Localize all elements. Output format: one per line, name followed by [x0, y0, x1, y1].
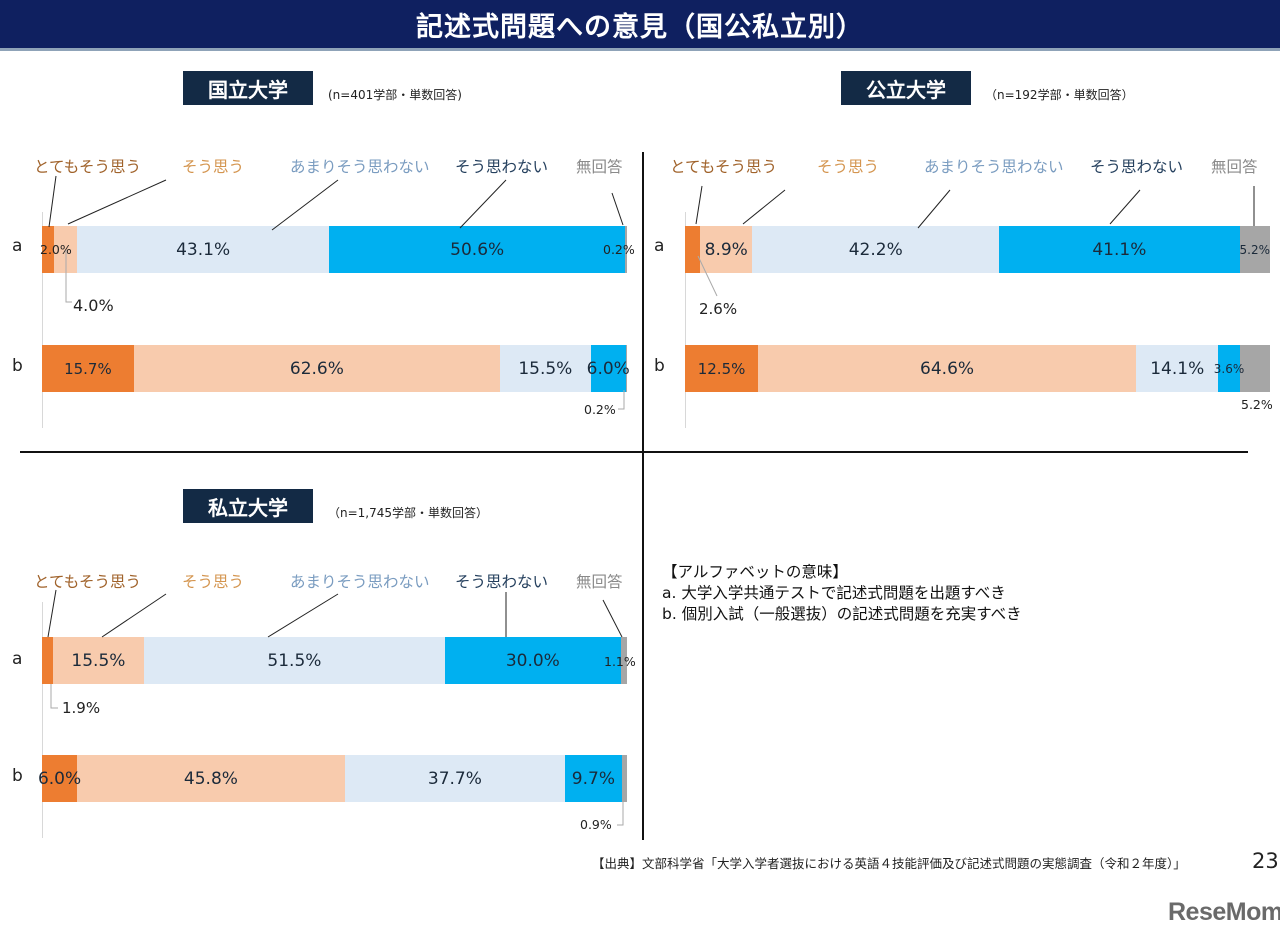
value-label: 5.2%: [1241, 397, 1273, 412]
segment-agree: 8.9%: [700, 226, 753, 273]
note-b: b. 個別入試（一般選抜）の記述式問題を充実すべき: [662, 605, 1022, 623]
segment-very-agree: [42, 226, 54, 273]
bar-private-a: 15.5% 51.5% 30.0%: [42, 637, 627, 684]
panel-tag-national: 国立大学: [183, 71, 313, 105]
row-label-a: a: [12, 236, 23, 256]
segment-disagree: 6.0%: [587, 345, 630, 392]
alphabet-meaning-note: 【アルファベットの意味】 a. 大学入学共通テストで記述式問題を出題すべき b.…: [662, 562, 1022, 625]
legend-disagree: そう思わない: [1090, 158, 1184, 176]
panel-tag-private: 私立大学: [183, 489, 313, 523]
segment-somewhat-disagree: 42.2%: [752, 226, 1000, 273]
segment-somewhat-disagree: 37.7%: [344, 755, 566, 802]
vertical-divider: [642, 152, 644, 840]
segment-no-answer: 5.2%: [1240, 226, 1270, 273]
bar-national-a: 43.1% 50.6%: [42, 226, 627, 273]
row-label-a: a: [12, 649, 23, 669]
segment-somewhat-disagree: 14.1%: [1135, 345, 1219, 392]
value-label: 1.1%: [604, 654, 636, 669]
segment-very-agree: 15.7%: [42, 345, 134, 392]
value-label: 0.9%: [580, 817, 612, 832]
panel-n-note-national: (n=401学部・単数回答): [328, 88, 462, 102]
segment-very-agree: [685, 226, 701, 273]
value-label: 2.0%: [40, 242, 72, 257]
source-citation: 【出典】文部科学省「大学入学者選抜における英語４技能評価及び記述式問題の実態調査…: [592, 856, 1186, 871]
resemom-logo: ReseMom: [1168, 898, 1280, 926]
row-label-b: b: [654, 356, 665, 376]
segment-disagree: 50.6%: [329, 226, 626, 273]
legend-very-agree: とてもそう思う: [670, 158, 777, 176]
row-label-b: b: [12, 356, 23, 376]
segment-disagree: 3.6%: [1214, 345, 1244, 392]
row-label-a: a: [654, 236, 665, 256]
legend-disagree: そう思わない: [455, 158, 549, 176]
segment-somewhat-disagree: 51.5%: [143, 637, 446, 684]
bar-private-b: 6.0% 45.8% 37.7% 9.7%: [38, 755, 627, 802]
value-label: 0.2%: [584, 402, 616, 417]
axis-line: [42, 212, 43, 428]
axis-line: [42, 602, 43, 838]
segment-disagree: 9.7%: [565, 755, 622, 802]
segment-disagree: 41.1%: [999, 226, 1240, 273]
panel-tag-public: 公立大学: [841, 71, 971, 105]
segment-somewhat-disagree: 43.1%: [77, 226, 330, 273]
segment-no-answer: [621, 755, 627, 802]
bar-national-b: 15.7% 62.6% 15.5% 6.0%: [42, 345, 630, 392]
segment-agree: 64.6%: [758, 345, 1136, 392]
segment-somewhat-disagree: 15.5%: [499, 345, 591, 392]
axis-line: [685, 212, 686, 428]
segment-no-answer: [625, 345, 627, 392]
bar-public-b: 12.5% 64.6% 14.1% 3.6%: [685, 345, 1270, 392]
segment-very-agree: [42, 637, 54, 684]
legend-no-answer: 無回答: [576, 158, 623, 176]
segment-agree: 45.8%: [77, 755, 345, 802]
legend-no-answer: 無回答: [576, 573, 623, 591]
legend-very-agree: とてもそう思う: [34, 158, 141, 176]
bar-public-a: 8.9% 42.2% 41.1% 5.2%: [685, 226, 1270, 273]
value-label: 2.6%: [699, 300, 738, 318]
panel-n-note-private: （n=1,745学部・単数回答）: [328, 506, 489, 520]
note-a: a. 大学入学共通テストで記述式問題を出題すべき: [662, 584, 1006, 602]
segment-agree: 62.6%: [133, 345, 500, 392]
legend-agree: そう思う: [182, 573, 245, 591]
legend-somewhat-disagree: あまりそう思わない: [924, 158, 1064, 176]
segment-agree: 15.5%: [53, 637, 144, 684]
segment-no-answer: [625, 226, 627, 273]
value-label: 4.0%: [73, 296, 114, 315]
legend-somewhat-disagree: あまりそう思わない: [290, 158, 430, 176]
segment-no-answer: [620, 637, 627, 684]
segment-no-answer: [1239, 345, 1270, 392]
segment-very-agree: 12.5%: [685, 345, 759, 392]
value-label: 0.2%: [603, 242, 635, 257]
segment-disagree: 30.0%: [445, 637, 621, 684]
page-title: 記述式問題への意見（国公私立別）: [416, 11, 864, 43]
legend-disagree: そう思わない: [455, 573, 549, 591]
panel-n-note-public: （n=192学部・単数回答）: [985, 88, 1134, 102]
title-bar: 記述式問題への意見（国公私立別）: [0, 0, 1280, 51]
legend-very-agree: とてもそう思う: [34, 573, 141, 591]
horizontal-divider: [20, 451, 1248, 453]
page-number: 23: [1252, 849, 1279, 873]
legend-somewhat-disagree: あまりそう思わない: [290, 573, 430, 591]
legend-agree: そう思う: [817, 158, 880, 176]
row-label-b: b: [12, 766, 23, 786]
segment-very-agree: 6.0%: [38, 755, 81, 802]
legend-no-answer: 無回答: [1211, 158, 1258, 176]
value-label: 1.9%: [62, 699, 101, 717]
legend-agree: そう思う: [182, 158, 245, 176]
note-heading: 【アルファベットの意味】: [662, 563, 848, 581]
